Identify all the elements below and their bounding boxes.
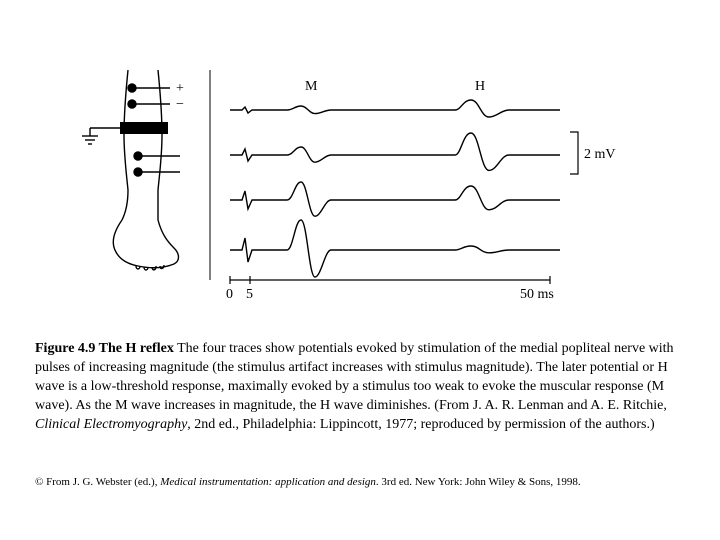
copyright-line: © From J. G. Webster (ed.), Medical inst… (35, 475, 685, 489)
figure-diagram: + − M H 2 mV 0 5 50 ms (80, 70, 640, 310)
h-column-label: H (475, 79, 485, 94)
scale-label: 2 mV (584, 147, 616, 162)
m-column-label: M (305, 79, 318, 94)
caption-body-2: , 2nd ed., Philadelphia: Lippincott, 197… (187, 417, 654, 432)
leg-sketch: + − (82, 70, 184, 270)
emg-traces-svg: + − M H 2 mV 0 5 50 ms (80, 70, 640, 310)
copyright-suffix: . 3rd ed. New York: John Wiley & Sons, 1… (376, 476, 581, 488)
svg-text:−: − (176, 97, 184, 112)
x-axis (230, 276, 550, 284)
copyright-prefix: © From J. G. Webster (ed.), (35, 476, 160, 488)
scale-bracket (570, 132, 578, 174)
emg-traces (230, 100, 560, 277)
trace-1 (230, 100, 560, 117)
trace-2 (230, 133, 560, 170)
caption-source-title: Clinical Electromyography (35, 417, 187, 432)
copyright-title: Medical instrumentation: application and… (160, 476, 376, 488)
trace-3 (230, 182, 560, 216)
trace-4 (230, 220, 560, 277)
axis-tick-50: 50 ms (520, 287, 554, 302)
figure-caption: Figure 4.9 The H reflex The four traces … (35, 340, 685, 434)
axis-tick-0: 0 (226, 287, 233, 302)
svg-text:+: + (176, 81, 184, 96)
axis-tick-5: 5 (246, 287, 253, 302)
caption-title: Figure 4.9 The H reflex (35, 341, 174, 356)
